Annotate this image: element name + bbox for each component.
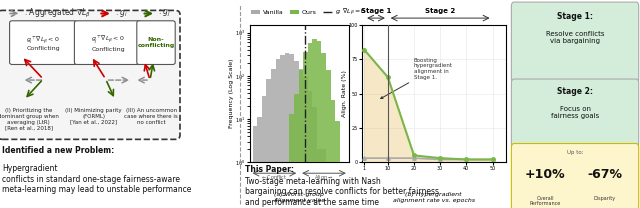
- Bar: [317, 149, 321, 208]
- Bar: [257, 117, 262, 208]
- Text: Boosting
hypergradient
alignment in
Stage 1.: Boosting hypergradient alignment in Stag…: [381, 58, 453, 99]
- Text: -67%: -67%: [588, 168, 623, 181]
- Ours: [436, 157, 444, 159]
- Vanilla: [360, 157, 368, 159]
- Text: : $g_i$: : $g_i$: [115, 8, 129, 19]
- Bar: [289, 114, 294, 208]
- Bar: [285, 53, 289, 208]
- Text: $g_i^\top \nabla L_{\beta} < 0$
Conflicting: $g_i^\top \nabla L_{\beta} < 0$ Conflict…: [26, 34, 60, 51]
- Ours: [463, 158, 470, 161]
- Text: Disparity: Disparity: [594, 196, 616, 201]
- Ours: [489, 158, 497, 161]
- Text: (I) Prioritizing the
dominant group when
averaging (LtR)
[Ren et al., 2018]: (I) Prioritizing the dominant group when…: [0, 108, 60, 131]
- Bar: [289, 54, 294, 208]
- Bar: [317, 41, 321, 208]
- Bar: [298, 70, 303, 208]
- Bar: [280, 55, 285, 208]
- Text: : Aggregated $\nabla L_{\beta}$: : Aggregated $\nabla L_{\beta}$: [24, 7, 91, 20]
- FancyBboxPatch shape: [10, 21, 77, 64]
- Vanilla: [410, 157, 418, 159]
- Bar: [335, 121, 340, 208]
- Text: Stage 1: Stage 1: [361, 8, 391, 14]
- Bar: [308, 42, 312, 208]
- Text: Up to:: Up to:: [567, 150, 583, 155]
- Bar: [294, 61, 298, 208]
- Text: (b) Hypergradient
alignment rate vs. epochs: (b) Hypergradient alignment rate vs. epo…: [392, 192, 475, 203]
- Text: This Paper:: This Paper:: [245, 165, 294, 173]
- Line: Vanilla: Vanilla: [362, 156, 494, 161]
- Bar: [308, 91, 312, 208]
- Ours: [360, 48, 368, 51]
- Ours: [410, 154, 418, 157]
- Vanilla: [489, 158, 497, 161]
- Y-axis label: Frequency (Log Scale): Frequency (Log Scale): [229, 59, 234, 128]
- Text: Stage 1:: Stage 1:: [557, 12, 593, 21]
- Bar: [321, 53, 326, 208]
- Bar: [298, 69, 303, 208]
- Bar: [248, 162, 253, 208]
- Bar: [312, 107, 317, 208]
- Bar: [276, 59, 280, 208]
- Text: Two-stage meta-learning with Nash
bargaining can resolve conflicts for better fa: Two-stage meta-learning with Nash bargai…: [245, 177, 439, 207]
- Vanilla: [384, 157, 392, 159]
- Text: Identified a new Problem:: Identified a new Problem:: [3, 146, 115, 155]
- Bar: [303, 77, 308, 208]
- Bar: [326, 70, 331, 208]
- Text: (a) Worst-group
alignment value: (a) Worst-group alignment value: [274, 192, 324, 203]
- Vanilla: [463, 158, 470, 161]
- Legend: Vanilla, Ours, $g_i\ \nabla L_{\beta}=0$: Vanilla, Ours, $g_i\ \nabla L_{\beta}=0$: [251, 7, 365, 18]
- Text: +10%: +10%: [525, 168, 566, 181]
- Text: Hypergradient
conflicts in standard one-stage fairness-aware
meta-learning may l: Hypergradient conflicts in standard one-…: [3, 164, 192, 194]
- FancyBboxPatch shape: [511, 79, 639, 148]
- Text: : $g_j$: : $g_j$: [159, 8, 172, 19]
- Bar: [326, 162, 331, 208]
- Text: (II) Minimizing parity
(FORML)
[Yan et al., 2022]: (II) Minimizing parity (FORML) [Yan et a…: [65, 108, 122, 125]
- Text: (III) An uncommon
case where there is
no conflict: (III) An uncommon case where there is no…: [124, 108, 178, 125]
- Text: Stage 2:: Stage 2:: [557, 87, 593, 96]
- FancyBboxPatch shape: [74, 21, 141, 64]
- FancyBboxPatch shape: [0, 10, 180, 139]
- Bar: [294, 94, 298, 208]
- Line: Ours: Ours: [362, 48, 494, 161]
- Bar: [253, 126, 257, 208]
- FancyBboxPatch shape: [137, 21, 175, 64]
- Bar: [340, 162, 344, 208]
- Bar: [262, 96, 266, 208]
- Bar: [321, 149, 326, 208]
- Text: $g_j^\top \nabla L_{\beta} < 0$
Conflicting: $g_j^\top \nabla L_{\beta} < 0$ Conflict…: [91, 33, 125, 52]
- Text: Resolve conflicts
via bargaining: Resolve conflicts via bargaining: [546, 31, 604, 44]
- Text: Stage 2: Stage 2: [425, 8, 455, 14]
- Bar: [312, 39, 317, 208]
- Y-axis label: Align. Rate (%): Align. Rate (%): [342, 70, 347, 117]
- Bar: [331, 100, 335, 208]
- Text: $\leftarrow$Conflict: $\leftarrow$Conflict: [261, 173, 287, 181]
- Text: Non-
conflicting: Non- conflicting: [138, 37, 175, 48]
- Text: Align$\rightarrow$: Align$\rightarrow$: [314, 173, 333, 182]
- Bar: [266, 79, 271, 208]
- Bar: [303, 52, 308, 208]
- Bar: [271, 69, 276, 208]
- FancyBboxPatch shape: [511, 2, 639, 83]
- Text: Focus on
fairness goals: Focus on fairness goals: [551, 106, 599, 119]
- Vanilla: [436, 158, 444, 161]
- Ours: [384, 76, 392, 78]
- Text: Overall
Performance: Overall Performance: [529, 196, 561, 206]
- FancyBboxPatch shape: [511, 144, 639, 208]
